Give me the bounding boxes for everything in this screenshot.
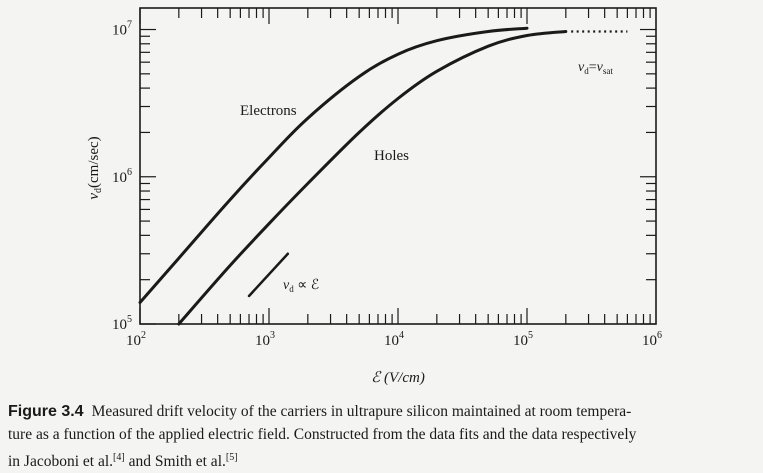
series-lines xyxy=(138,26,568,326)
drift-velocity-chart: 102 103 104 105 106 105 106 107 ℰ (V/cm) vd(cm/… xyxy=(86,7,662,386)
series-label-electrons: Electrons xyxy=(240,103,297,119)
caption-line-3-pre: in Jacoboni et al. xyxy=(8,453,114,471)
caption-line-3-mid: and Smith et al. xyxy=(124,453,226,471)
caption-line-2: ture as a function of the applied electr… xyxy=(8,426,637,443)
x-tick-label: 105 xyxy=(513,330,533,349)
reference-4: [4] xyxy=(113,452,125,463)
annotation-vd-proportional: vd ∝ ℰ xyxy=(283,278,319,294)
x-tick-label: 103 xyxy=(255,330,275,349)
x-tick-label: 106 xyxy=(642,330,662,349)
y-tick-label: 106 xyxy=(112,167,132,186)
series-line-electrons xyxy=(138,26,529,304)
annotations xyxy=(247,30,628,298)
figure-number: Figure 3.4 xyxy=(8,403,84,420)
tick-labels: 102 103 104 105 106 105 106 107 xyxy=(112,20,662,349)
reference-5: [5] xyxy=(225,452,238,463)
proportional-slope-line xyxy=(247,252,290,298)
annotation-vd-vsat: vd=vsat xyxy=(578,60,613,76)
caption-line-1: Measured drift velocity of the carriers … xyxy=(91,403,632,420)
y-tick-label: 105 xyxy=(112,314,132,333)
figure-caption: Figure 3.4 Measured drift velocity of the… xyxy=(8,400,756,473)
x-axis-label: ℰ (V/cm) xyxy=(371,370,425,386)
series-label-holes: Holes xyxy=(374,148,409,164)
x-tick-label: 104 xyxy=(384,330,404,349)
y-axis-label: vd(cm/sec) xyxy=(86,136,104,199)
y-tick-label: 107 xyxy=(112,20,132,39)
series-line-holes xyxy=(177,30,568,326)
tick-marks xyxy=(139,8,656,325)
x-tick-label: 102 xyxy=(126,330,146,349)
